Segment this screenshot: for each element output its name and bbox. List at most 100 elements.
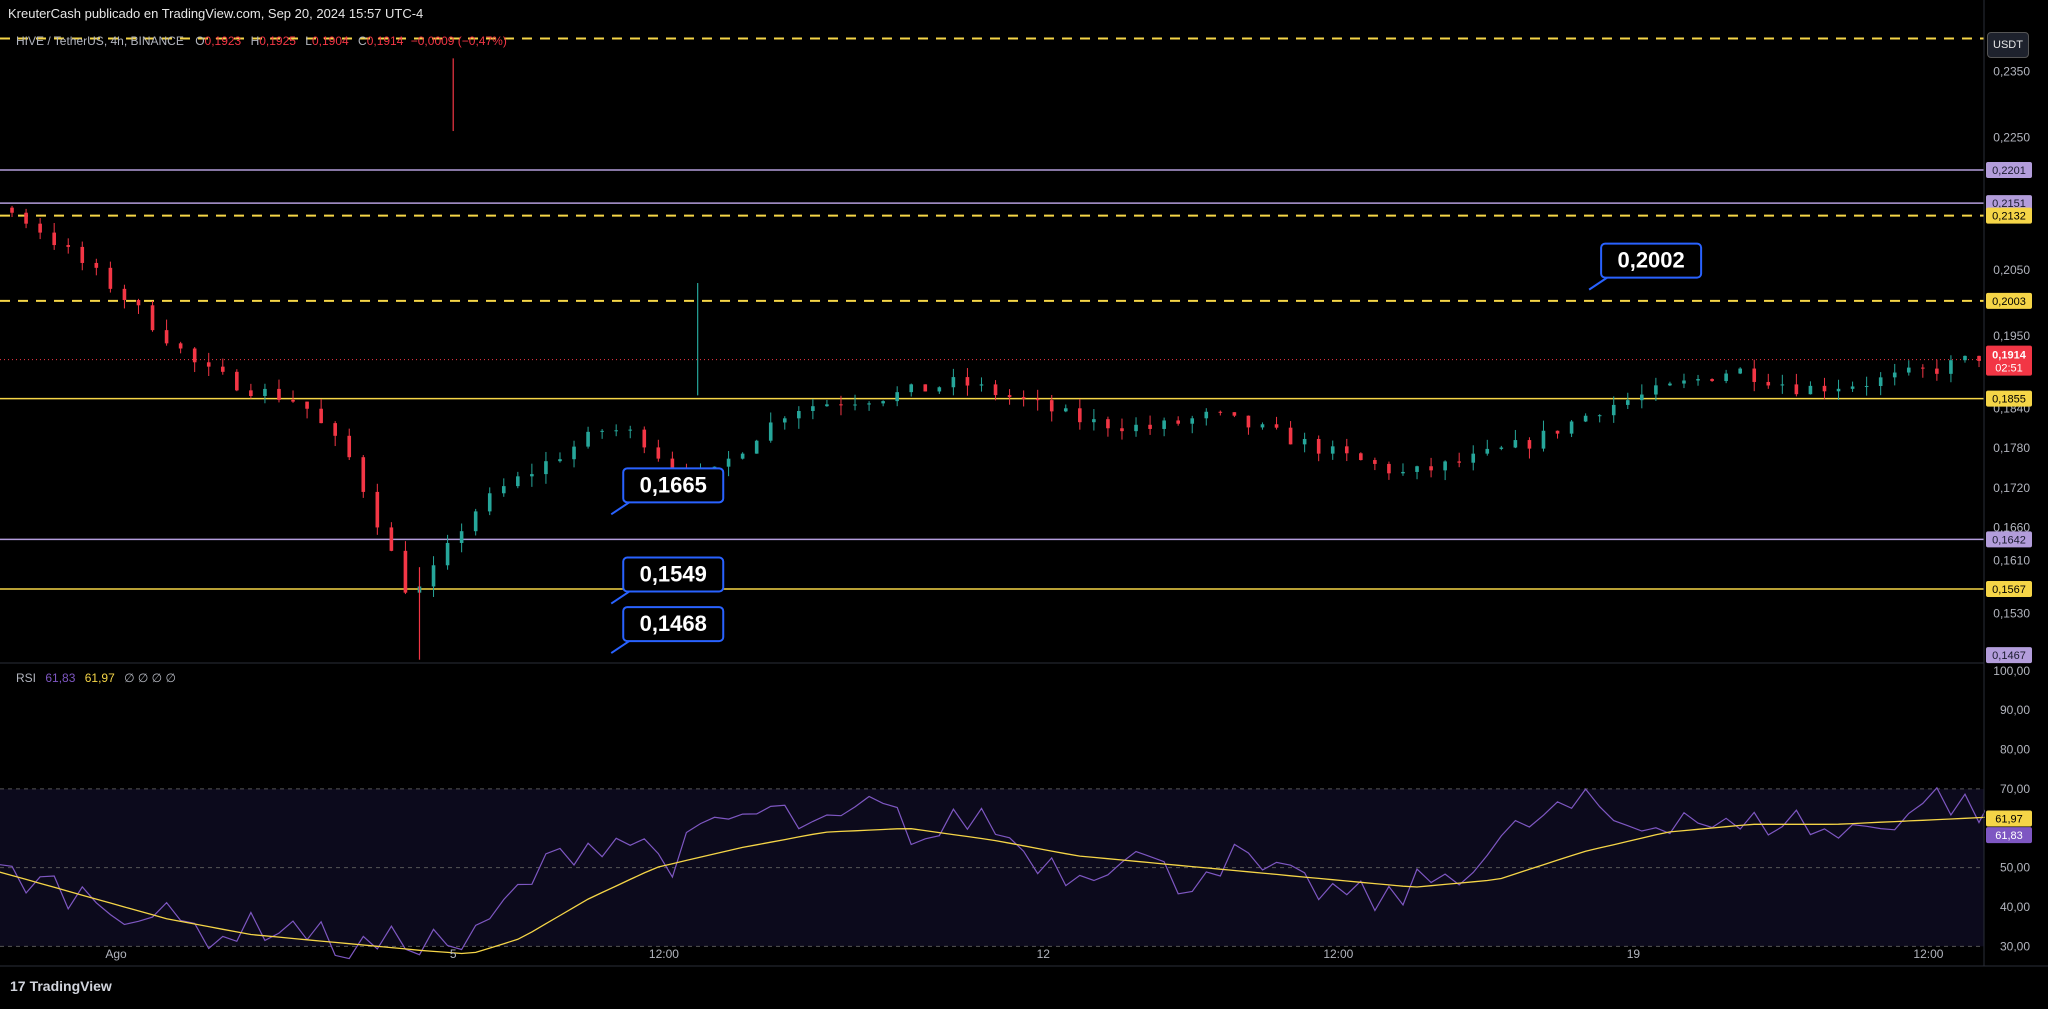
callout-box[interactable]: [622, 606, 725, 643]
candle-body: [825, 404, 829, 407]
level-price-badge-bg: [1986, 390, 2032, 407]
level-price-badge-bg: [1986, 162, 2032, 179]
candle-body: [1274, 424, 1279, 428]
rsi-ma-badge-bg: [1986, 810, 2032, 827]
candle-body: [1246, 415, 1251, 428]
callout-label[interactable]: 0,1468: [640, 611, 707, 636]
candle-body: [839, 404, 843, 406]
candle-body: [1906, 367, 1911, 373]
candle-body: [122, 288, 127, 301]
callout-box[interactable]: [1600, 242, 1703, 279]
candle-body: [1668, 383, 1672, 386]
candle-body: [1513, 440, 1518, 448]
candle-body: [263, 388, 267, 397]
candle-body: [979, 384, 984, 386]
candle-body: [1780, 384, 1785, 386]
candle-body: [516, 476, 520, 487]
candle-body: [1569, 421, 1574, 434]
candle-body: [1344, 446, 1349, 454]
candle-body: [1302, 438, 1307, 445]
candle-body: [1527, 440, 1532, 449]
rsi-tick-label: 40,00: [2000, 900, 2030, 914]
candle-body: [530, 474, 534, 477]
callout-box[interactable]: [622, 556, 725, 593]
candle-body: [1373, 460, 1377, 464]
level-price-badge-bg: [1986, 292, 2032, 309]
candle-body: [305, 401, 309, 409]
candle-body: [150, 305, 155, 331]
rsi-line[interactable]: [0, 772, 2048, 960]
currency-button[interactable]: USDT: [1987, 32, 2029, 58]
candle-body: [501, 486, 506, 494]
tradingview-logo-icon: 17: [10, 978, 26, 994]
candle-body: [1921, 367, 1925, 369]
callout-label[interactable]: 0,2002: [1617, 248, 1684, 273]
rsi-legend[interactable]: RSI 61,83 61,97 ∅ ∅ ∅ ∅: [16, 671, 176, 685]
rsi-tick-label: 80,00: [2000, 743, 2030, 757]
candle-body: [249, 390, 253, 397]
candle-body: [544, 461, 548, 475]
candle-body: [1134, 424, 1138, 432]
candle-body: [853, 404, 857, 406]
candle-body: [1977, 355, 1981, 361]
candle-body: [1120, 428, 1124, 432]
published-line: KreuterCash publicado en TradingView.com…: [8, 6, 424, 21]
high-label: H: [250, 34, 260, 48]
candle-body: [164, 330, 169, 344]
candle-body: [1836, 388, 1841, 392]
candle-body: [1176, 420, 1180, 424]
candle-body: [80, 246, 85, 263]
candle-body: [1611, 404, 1616, 416]
candle-body: [1597, 415, 1602, 417]
rsi-tick-label: 100,00: [1993, 664, 2030, 678]
candle-body: [1878, 377, 1883, 387]
candle-body: [136, 300, 141, 306]
price-tick-label: 0,2050: [1993, 263, 2030, 277]
candle-body: [487, 493, 492, 512]
price-tick-label: 0,2350: [1993, 65, 2030, 79]
symbol-legend[interactable]: HIVE / TetherUS, 4h, BINANCE O0,1923 H0,…: [16, 34, 507, 48]
brand-name: TradingView: [29, 978, 112, 994]
rsi-ma-line[interactable]: [0, 794, 2048, 955]
candle-body: [459, 531, 464, 543]
candle-body: [1864, 386, 1869, 388]
symbol-name[interactable]: HIVE / TetherUS, 4h, BINANCE: [16, 34, 184, 48]
callout-label[interactable]: 0,1665: [640, 472, 707, 497]
candle-body: [670, 458, 675, 472]
callout-box[interactable]: [622, 467, 725, 504]
candle-body: [1541, 430, 1546, 449]
candle-body: [1822, 385, 1827, 392]
rsi-value-badge-bg: [1986, 827, 2032, 844]
candle-body: [923, 384, 928, 392]
price-tick-label: 0,1780: [1993, 441, 2030, 455]
candle-body: [1260, 424, 1265, 428]
candle-body: [993, 384, 998, 396]
candle-body: [38, 223, 42, 233]
candle-body: [206, 362, 211, 367]
rsi-tick-label: 90,00: [2000, 703, 2030, 717]
callout-label[interactable]: 0,1549: [640, 562, 707, 587]
candle-body: [1387, 463, 1391, 474]
candle-body: [1415, 466, 1419, 472]
candle-body: [1625, 400, 1630, 405]
price-tick-label: 0,1660: [1993, 521, 2030, 535]
candle-body: [52, 232, 56, 246]
candle-body: [1078, 408, 1082, 423]
candle-body: [1935, 368, 1939, 374]
change-value: −0,0009 (−0,47%): [410, 34, 507, 48]
candle-body: [1555, 430, 1560, 434]
candle-body: [1640, 394, 1644, 401]
candle-body: [319, 408, 323, 424]
candle-body: [375, 491, 380, 528]
candle-body: [1808, 385, 1813, 395]
rsi-name[interactable]: RSI: [16, 671, 37, 685]
candle-body: [1752, 368, 1757, 382]
level-price-badge: 0,1855: [1992, 394, 2026, 406]
countdown-label: 02:51: [1995, 363, 2023, 375]
tradingview-brand[interactable]: 17 TradingView: [10, 978, 112, 994]
candle-body: [572, 446, 576, 460]
rsi-tick-label: 30,00: [2000, 939, 2030, 953]
callout-pointer: [1588, 276, 1608, 291]
